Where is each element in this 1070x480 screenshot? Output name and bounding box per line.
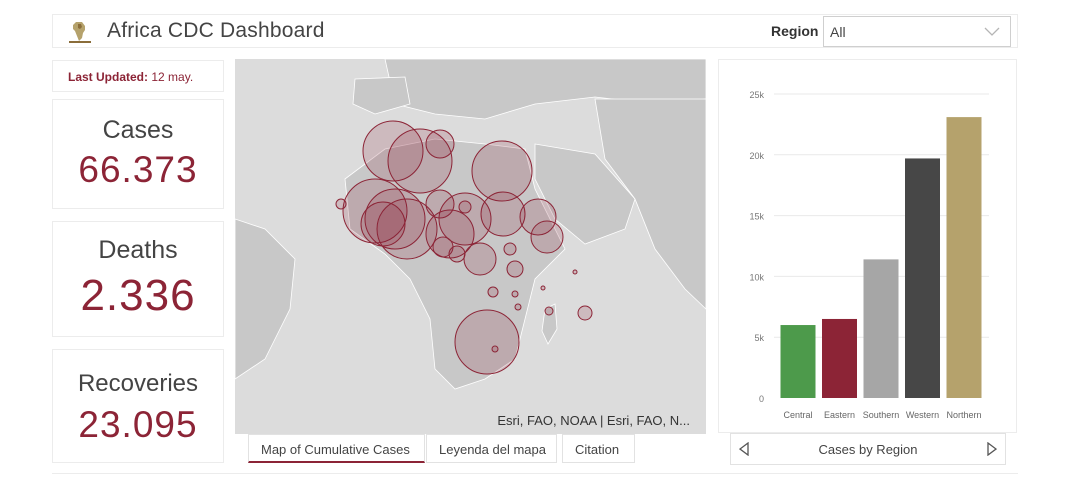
chart-navigation: Cases by Region	[730, 433, 1006, 465]
cases-label: Cases	[102, 116, 174, 144]
case-bubble	[425, 189, 455, 219]
case-bubble	[425, 129, 455, 159]
case-bubble	[364, 188, 426, 250]
map-view[interactable]: Esri, FAO, NOAA | Esri, FAO, N...	[235, 59, 706, 434]
map-attribution: Esri, FAO, NOAA | Esri, FAO, N...	[497, 413, 690, 428]
y-tick-label: 10k	[749, 272, 764, 282]
x-tick-label: Northern	[946, 410, 981, 420]
case-bubble	[458, 200, 472, 214]
y-tick-label: 25k	[749, 90, 764, 100]
deaths-label: Deaths	[98, 236, 178, 264]
arabia-landmass	[534, 143, 636, 245]
last-updated-card: Last Updated: 12 may.	[52, 60, 224, 92]
tab-leyenda-del-mapa[interactable]: Leyenda del mapa	[426, 434, 557, 463]
case-bubble	[335, 198, 347, 210]
cases-value: 66.373	[78, 149, 198, 190]
case-bubble	[463, 242, 497, 276]
triangle-right-icon[interactable]	[987, 442, 997, 456]
cases-card: Cases 66.373	[52, 99, 224, 209]
chart-nav-title: Cases by Region	[818, 442, 918, 457]
case-bubble	[448, 245, 466, 263]
last-updated-value: 12 may.	[151, 70, 194, 84]
header-bar: Africa CDC Dashboard Region All	[52, 14, 1018, 48]
case-bubble	[577, 305, 593, 321]
page-title: Africa CDC Dashboard	[107, 19, 325, 42]
case-bubble	[511, 290, 519, 298]
x-tick-label: Western	[906, 410, 939, 420]
deaths-card: Deaths 2.336	[52, 221, 224, 337]
case-bubble	[342, 178, 408, 244]
case-bubble	[360, 201, 406, 247]
region-select-value: All	[830, 24, 846, 40]
triangle-left-icon[interactable]	[739, 442, 749, 456]
case-bubble	[491, 345, 499, 353]
case-bubble	[387, 128, 453, 194]
region-chart-panel: 0 5k 10k 15k 20k 25k Central Eastern Southern Wes…	[718, 59, 1017, 433]
tab-citation[interactable]: Citation	[562, 434, 635, 463]
case-bubble	[503, 242, 517, 256]
recoveries-value: 23.095	[78, 404, 198, 445]
case-bubble	[506, 260, 524, 278]
y-tick-label: 0	[759, 394, 764, 404]
case-bubble	[530, 220, 564, 254]
case-bubble	[572, 269, 578, 275]
europe-landmass	[384, 59, 706, 120]
case-bubble	[438, 192, 492, 246]
region-label: Region	[771, 23, 819, 39]
recoveries-card: Recoveries 23.095	[52, 349, 224, 463]
tab-map-of-cumulative-cases[interactable]: Map of Cumulative Cases	[248, 434, 425, 463]
cases-by-region-chart: 0 5k 10k 15k 20k 25k Central Eastern Southern Wes…	[749, 90, 989, 420]
deaths-value: 2.336	[80, 271, 196, 320]
x-tick-label: Southern	[863, 410, 900, 420]
africa-map[interactable]	[235, 59, 706, 434]
chevron-down-icon	[984, 27, 1000, 36]
iberia-landmass	[352, 76, 411, 115]
bar-northern[interactable]	[946, 117, 982, 398]
case-bubble	[362, 120, 424, 182]
case-bubble	[540, 285, 546, 291]
bar-central[interactable]	[780, 325, 816, 398]
last-updated-text: Last Updated: 12 may.	[68, 70, 193, 84]
bottom-divider	[52, 473, 1018, 480]
case-bubble	[514, 303, 522, 311]
case-bubble	[487, 286, 499, 298]
last-updated-label: Last Updated:	[68, 70, 149, 84]
bar-eastern[interactable]	[822, 318, 857, 398]
y-tick-label: 20k	[749, 151, 764, 161]
case-bubble	[519, 198, 557, 236]
americas-landmass	[235, 218, 296, 380]
x-tick-label: Eastern	[824, 410, 855, 420]
case-bubble	[471, 140, 533, 202]
case-bubble	[480, 191, 526, 237]
case-bubble	[454, 309, 520, 375]
y-tick-label: 15k	[749, 212, 764, 222]
asia-landmass	[594, 98, 706, 310]
africa-landmass	[344, 138, 566, 390]
x-tick-label: Central	[783, 410, 812, 420]
case-bubble	[544, 306, 554, 316]
bar-southern[interactable]	[863, 259, 899, 398]
recoveries-label: Recoveries	[77, 370, 199, 397]
africa-cdc-logo	[69, 22, 91, 43]
region-select[interactable]: All	[823, 16, 1011, 47]
y-tick-label: 5k	[754, 333, 764, 343]
bar-western[interactable]	[905, 158, 940, 398]
